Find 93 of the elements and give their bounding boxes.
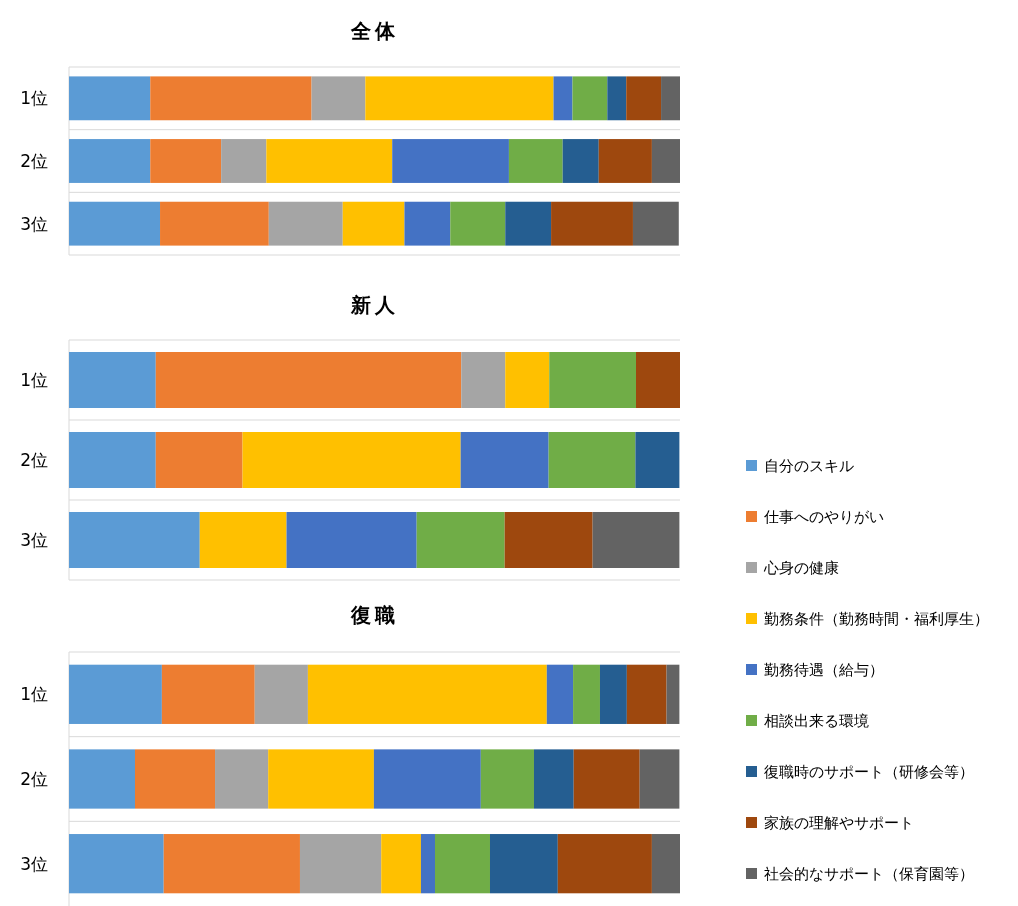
y-tick-label: 3位 <box>20 530 48 550</box>
legend-label: 復職時のサポート（研修会等） <box>764 763 974 781</box>
bar <box>69 139 151 183</box>
bar <box>311 76 366 121</box>
bar <box>69 201 161 246</box>
bar <box>69 432 156 488</box>
bar <box>242 432 461 488</box>
bar <box>546 664 574 724</box>
bar <box>505 352 550 408</box>
bar <box>626 76 662 121</box>
y-tick-label: 1位 <box>20 370 48 390</box>
bar <box>69 834 164 894</box>
bar <box>505 201 552 246</box>
bar <box>155 352 462 408</box>
y-tick-label: 2位 <box>20 450 48 470</box>
bar <box>342 201 405 246</box>
bar <box>299 834 382 894</box>
bar <box>266 139 393 183</box>
bar <box>592 512 680 568</box>
y-tick-label: 3位 <box>20 853 48 874</box>
bar <box>69 76 151 121</box>
bar <box>160 201 269 246</box>
bar <box>489 834 558 894</box>
bar <box>573 749 640 809</box>
bar <box>268 201 343 246</box>
bar <box>636 352 680 408</box>
bar <box>651 834 680 894</box>
bar <box>573 664 600 724</box>
bar <box>434 834 490 894</box>
bar <box>572 76 608 121</box>
y-tick-label: 2位 <box>20 769 48 789</box>
legend-label: 家族の理解やサポート <box>764 814 914 832</box>
y-tick-label: 1位 <box>20 88 48 109</box>
y-tick-label: 2位 <box>20 151 48 171</box>
bar <box>504 512 593 568</box>
bar <box>199 512 287 568</box>
bar <box>460 432 549 488</box>
bar <box>150 139 222 183</box>
bar <box>69 664 162 724</box>
y-tick-label: 3位 <box>20 213 48 234</box>
bar <box>373 749 481 809</box>
bar <box>632 201 679 246</box>
bar <box>639 749 680 809</box>
bar <box>69 352 156 408</box>
bar <box>533 749 574 809</box>
bar <box>221 139 267 183</box>
chart-title: 全体 <box>349 19 399 43</box>
bar <box>549 352 637 408</box>
legend-label: 仕事へのやりがい <box>763 508 884 526</box>
bar <box>450 201 506 246</box>
bar <box>286 512 417 568</box>
bar <box>661 76 680 121</box>
bar <box>635 432 680 488</box>
bar <box>155 432 243 488</box>
legend-label: 勤務待遇（給与） <box>764 661 884 679</box>
bar <box>416 512 505 568</box>
legend-label: 相談出来る環境 <box>764 712 869 730</box>
bar <box>551 201 633 246</box>
bar <box>150 76 312 121</box>
bar <box>163 834 300 894</box>
legend-label: 自分のスキル <box>764 457 854 475</box>
bar <box>254 664 308 724</box>
bar <box>69 512 200 568</box>
bar <box>69 749 135 809</box>
bar <box>508 139 563 183</box>
bar <box>607 76 627 121</box>
bar <box>562 139 599 183</box>
chart-title: 新人 <box>349 293 399 317</box>
bar <box>307 664 547 724</box>
bar <box>480 749 534 809</box>
bar <box>599 664 627 724</box>
bar <box>598 139 652 183</box>
bar <box>553 76 573 121</box>
bar <box>651 139 680 183</box>
bar <box>404 201 451 246</box>
bar <box>461 352 506 408</box>
bar <box>548 432 636 488</box>
y-tick-label: 1位 <box>20 684 48 705</box>
bar <box>392 139 509 183</box>
bar <box>420 834 435 894</box>
bar <box>365 76 554 121</box>
bar <box>215 749 269 809</box>
bar <box>161 664 255 724</box>
bar <box>557 834 652 894</box>
bar <box>666 664 680 724</box>
bar <box>626 664 667 724</box>
legend-label: 勤務条件（勤務時間・福利厚生） <box>764 610 989 628</box>
chart-title: 復職 <box>349 603 399 627</box>
bar <box>134 749 216 809</box>
legend-label: 心身の健康 <box>763 559 839 577</box>
bar <box>381 834 421 894</box>
bar <box>268 749 374 809</box>
legend-label: 社会的なサポート（保育園等） <box>764 865 974 883</box>
